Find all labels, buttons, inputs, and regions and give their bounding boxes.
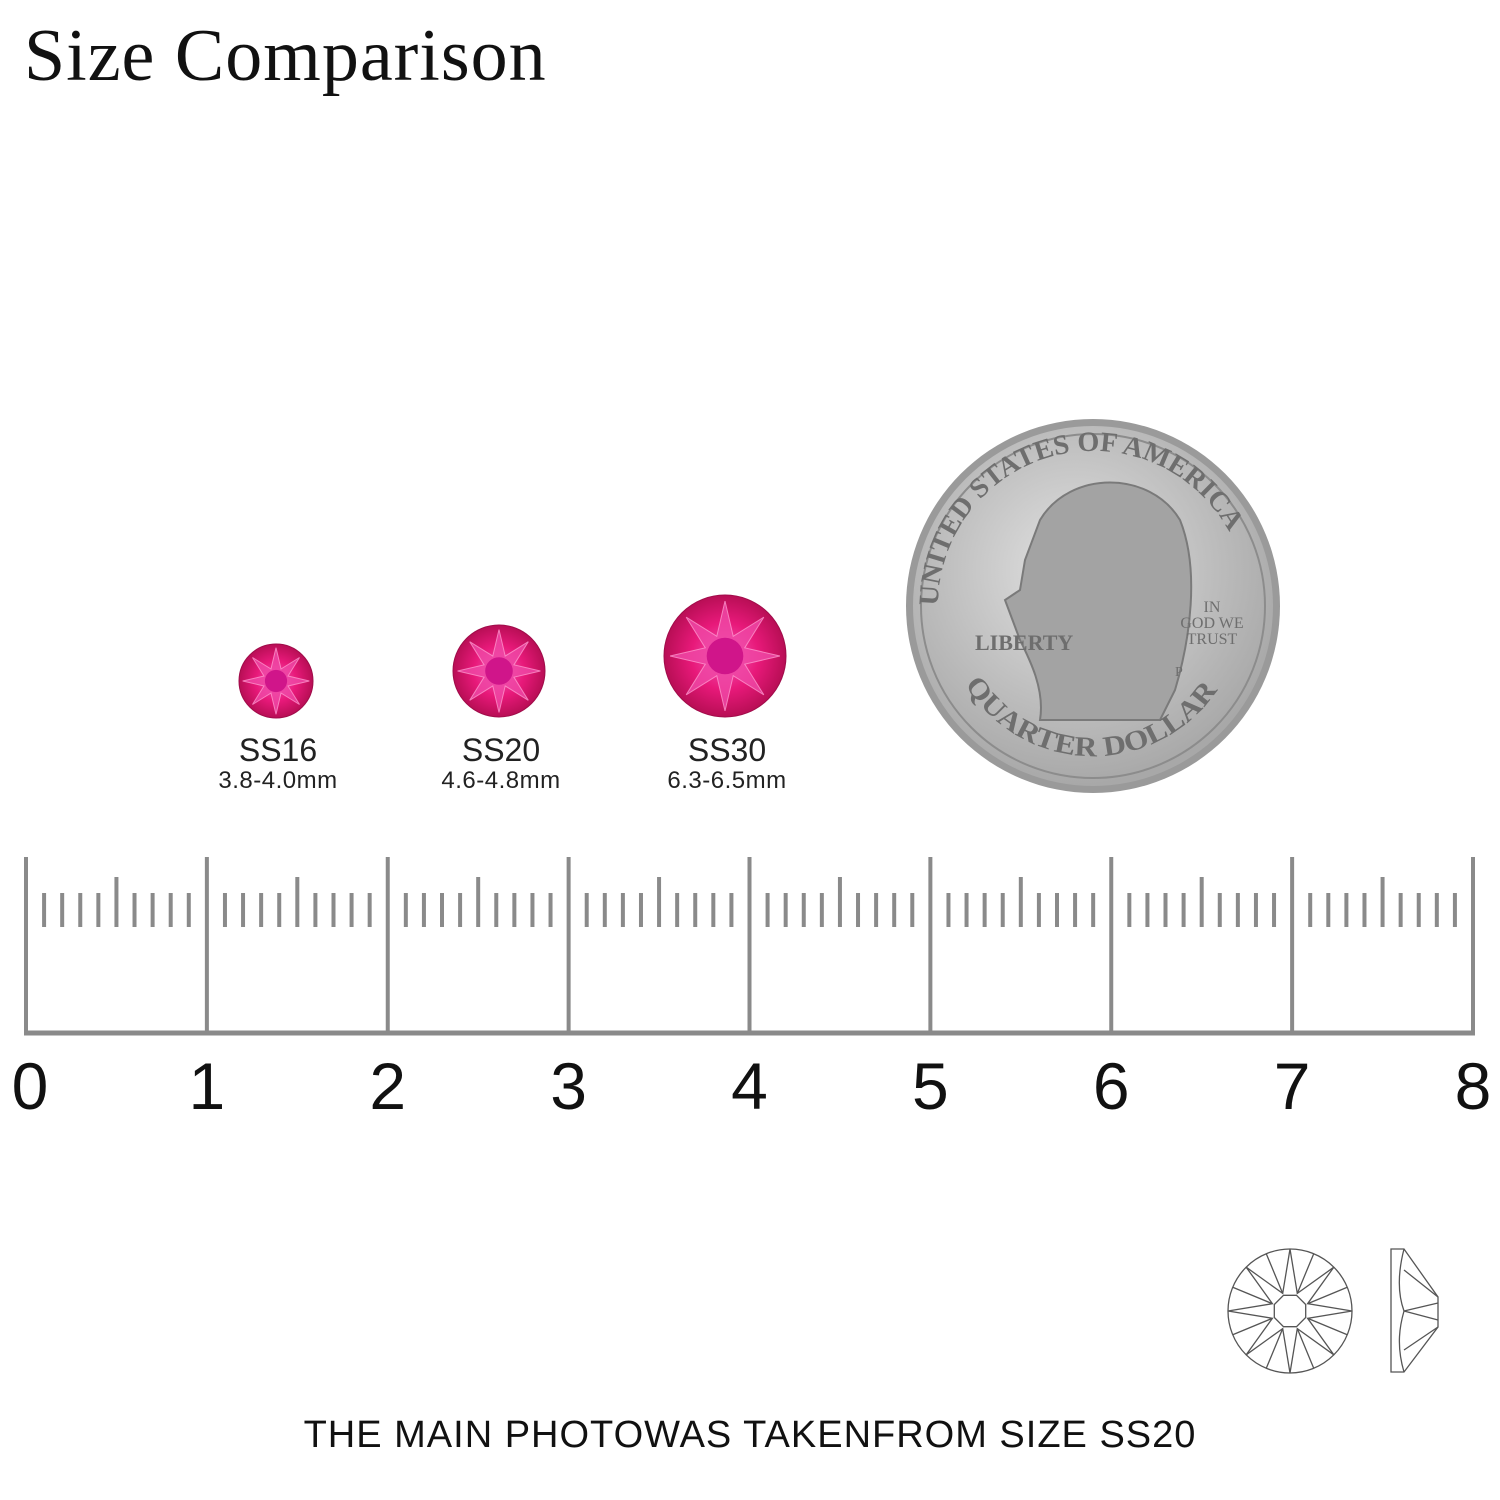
ruler-label: 6 — [1092, 1049, 1130, 1123]
coin-liberty: LIBERTY — [975, 630, 1073, 655]
coin-motto: IN GOD WE TRUST — [1180, 599, 1243, 648]
gem-size: SS30 — [687, 732, 767, 768]
ruler-label: 7 — [1273, 1049, 1311, 1123]
coin-mint-mark: P — [1175, 665, 1183, 680]
ruler — [24, 857, 1475, 1036]
rhinestone-ss30 — [663, 594, 787, 718]
gem-label: SS20 4.6-4.8mm — [401, 733, 601, 795]
ruler-label: 5 — [912, 1049, 949, 1123]
washington-profile — [1003, 481, 1193, 721]
ruler-label: 2 — [369, 1049, 407, 1123]
gem-dimensions: 4.6-4.8mm — [441, 767, 561, 794]
page-title: Size Comparison — [24, 15, 547, 97]
quarter-coin: UNITED STATES OF AMERICA QUARTER DOLLAR … — [906, 419, 1280, 793]
ruler-label: 4 — [731, 1049, 768, 1123]
gem-dimensions: 3.8-4.0mm — [218, 767, 338, 794]
gem-top-view-diagram — [1227, 1248, 1353, 1374]
gem-label: SS16 3.8-4.0mm — [178, 733, 378, 795]
gem-size: SS20 — [461, 732, 541, 768]
ruler-label: 3 — [550, 1049, 587, 1123]
rhinestone-ss16 — [238, 643, 314, 719]
footnote: THE MAIN PHOTOWAS TAKENFROM SIZE SS20 — [303, 1414, 1197, 1456]
gem-size: SS16 — [238, 732, 318, 768]
ruler-label: 8 — [1454, 1049, 1492, 1123]
ruler-label: 1 — [188, 1049, 226, 1123]
ruler-label: 0 — [11, 1049, 49, 1123]
gem-side-view-diagram — [1390, 1248, 1439, 1373]
rhinestone-ss20 — [452, 624, 546, 718]
gem-dimensions: 6.3-6.5mm — [667, 767, 787, 794]
gem-label: SS30 6.3-6.5mm — [627, 733, 827, 795]
